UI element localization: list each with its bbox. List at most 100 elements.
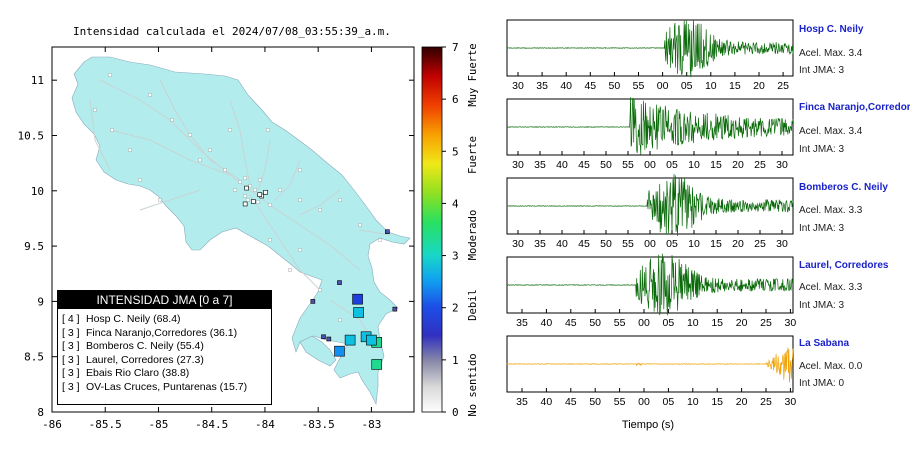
trace-tick-label: 25: [760, 396, 772, 408]
station-dot: [246, 198, 250, 202]
trace-tick-label: 55: [622, 159, 634, 171]
trace-tick-label: 05: [663, 317, 675, 329]
colorbar-tick-label: 5: [452, 145, 459, 158]
intensity-square: [366, 334, 377, 346]
trace-tick-label: 40: [541, 317, 553, 329]
station-dot: [158, 198, 162, 202]
trace-tick-label: 30: [785, 396, 797, 408]
trace-tick-label: 25: [754, 159, 766, 171]
trace-tick-label: 05: [666, 238, 678, 250]
station-dot: [358, 223, 362, 227]
trace-tick-label: 40: [541, 396, 553, 408]
trace-tick-label: 30: [512, 238, 524, 250]
colorbar-category-label: Moderado: [467, 210, 479, 261]
trace-tick-label: 35: [534, 159, 546, 171]
map-y-tick-label: 10: [31, 185, 44, 198]
station-dot: [170, 118, 174, 122]
trace-tick-label: 15: [729, 80, 741, 92]
station-dot: [258, 178, 262, 182]
trace-tick-label: 50: [589, 317, 601, 329]
colorbar-category-label: Muy Fuerte: [467, 43, 479, 106]
trace-station-name: Finca Naranjo,Corredores: [799, 102, 910, 113]
map-x-tick-label: -83: [361, 418, 381, 431]
station-dot: [188, 133, 192, 137]
trace-tick-label: 15: [711, 396, 723, 408]
trace-tick-label: 50: [600, 159, 612, 171]
station-dot: [378, 238, 382, 242]
colorbar-labels: No sentido Debil Moderado Fuerte Muy Fuerte: [467, 43, 479, 416]
station-dot: [138, 178, 142, 182]
colorbar-category-label: Debil: [467, 289, 479, 321]
trace-station-name: Laurel, Corredores: [799, 260, 889, 271]
trace-tick-label: 20: [753, 80, 765, 92]
station-dot: [198, 158, 202, 162]
trace-tick-label: 20: [736, 396, 748, 408]
map-y-tick-label: 9: [37, 295, 44, 308]
legend-title: INTENSIDAD JMA [0 a 7]: [58, 291, 271, 309]
trace-tick-label: 55: [614, 396, 626, 408]
waveform-traces: 30 35 40 45 50 55 00 05 10 15 20 25 30 35 40 45 50 55 00 05…: [506, 19, 797, 408]
intensity-square: [321, 334, 326, 340]
map-y-tick-label: 8: [37, 406, 44, 419]
trace-tick-label: 15: [711, 317, 723, 329]
station-marker: [263, 189, 268, 195]
legend-item: [ 3 ] Laurel, Corredores (27.3): [62, 353, 204, 366]
trace-tick-label: 20: [732, 159, 744, 171]
trace-tick-label: 00: [638, 396, 650, 408]
station-dot: [233, 188, 237, 192]
intensity-square: [337, 280, 342, 285]
trace-tick-label: 35: [516, 317, 528, 329]
station-dot: [298, 168, 302, 172]
trace-tick-label: 25: [777, 80, 789, 92]
trace-tick-label: 15: [710, 159, 722, 171]
trace-tick-label: 20: [732, 238, 744, 250]
station-dot: [238, 180, 242, 184]
station-dot: [266, 128, 270, 132]
trace-waveform: [506, 347, 794, 383]
intensity-square: [371, 359, 383, 370]
colorbar-tick-label: 1: [452, 354, 459, 367]
station-dot: [253, 188, 257, 192]
legend-item: [ 3 ] Ebais Rio Claro (38.8): [62, 367, 190, 380]
station-dot: [256, 200, 260, 204]
station-dot: [110, 128, 114, 132]
map-x-tick-label: -83.5: [302, 418, 335, 431]
trace-jma: Int JMA: 3: [799, 65, 845, 76]
trace-tick-label: 05: [663, 396, 675, 408]
trace-acel: Acel. Max. 3.3: [799, 205, 863, 216]
intensity-square: [352, 293, 363, 305]
station-dot: [93, 108, 97, 112]
trace-tick-label: 50: [609, 80, 621, 92]
station-dot: [248, 184, 252, 188]
intensity-square: [353, 307, 364, 318]
trace-tick-label: 05: [666, 159, 678, 171]
map-y-tick-label: 10.5: [18, 129, 45, 142]
trace-tick-label: 30: [512, 80, 524, 92]
map-x-tick-label: -84: [255, 418, 275, 431]
trace-acel: Acel. Max. 3.4: [799, 126, 863, 137]
station-dot: [318, 208, 322, 212]
legend-item: [ 3 ] Finca Naranjo,Corredores (36.1): [62, 326, 238, 339]
trace-acel: Acel. Max. 3.3: [799, 282, 863, 293]
intensity-squares: [310, 229, 398, 370]
map-x-tick-label: -86: [42, 418, 62, 431]
trace-acel: Acel. Max. 0.0: [799, 361, 863, 372]
trace-tick-label: 15: [710, 238, 722, 250]
trace-tick-label: 35: [534, 238, 546, 250]
trace-tick-label: 45: [578, 159, 590, 171]
trace-tick-label: 10: [687, 317, 699, 329]
trace-tick-label: 30: [785, 317, 797, 329]
station-dot: [298, 248, 302, 252]
trace-tick-label: 20: [736, 317, 748, 329]
station-marker: [242, 201, 248, 207]
traces-xlabel: Tiempo (s): [622, 419, 674, 431]
map-x-tick-label: -85: [149, 418, 169, 431]
trace-tick-label: 45: [565, 317, 577, 329]
colorbar-tick-label: 2: [452, 302, 459, 315]
trace-tick-label: 50: [589, 396, 601, 408]
trace-tick-label: 10: [688, 238, 700, 250]
intensity-square: [385, 229, 390, 235]
trace-tick-label: 10: [705, 80, 717, 92]
colorbar-tick-label: 0: [452, 406, 459, 419]
